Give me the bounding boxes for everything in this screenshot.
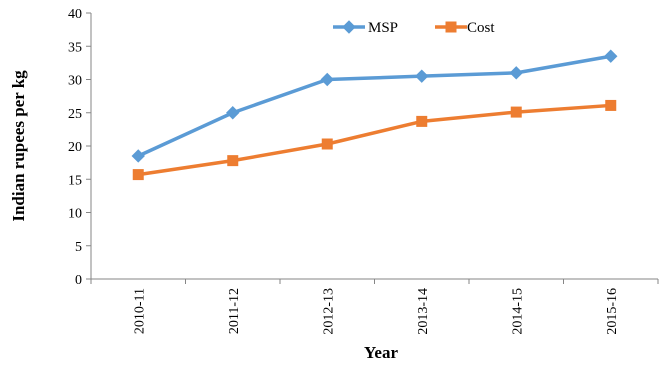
x-tick-label: 2012-13 (321, 288, 336, 335)
x-tick-label: 2011-12 (227, 288, 242, 334)
x-tick-label: 2014-15 (510, 288, 525, 335)
y-tick-label: 30 (68, 74, 82, 89)
y-axis-title: Indian rupees per kg (9, 70, 28, 222)
data-point-msp (604, 49, 618, 63)
legend-marker-msp (342, 20, 356, 34)
y-tick-label: 20 (68, 140, 82, 155)
x-tick-label: 2010-11 (132, 288, 147, 334)
data-point-cost (227, 155, 239, 167)
data-point-cost (132, 169, 144, 181)
series-line-cost (137, 103, 611, 177)
y-tick-label: 35 (68, 40, 82, 55)
legend: MSP Cost (333, 20, 495, 36)
x-tick-label: 2015-16 (605, 288, 620, 335)
data-point-cost (510, 106, 522, 118)
legend-marker-cost (445, 21, 457, 33)
legend-label-cost: Cost (467, 20, 495, 36)
axes: 0 5 10 15 20 25 30 35 40 2010-11 2011-12 2012-13 201… (68, 7, 659, 335)
x-tick-label: 2013-14 (416, 288, 431, 335)
y-tick-label: 25 (68, 107, 82, 122)
y-tick-label: 5 (75, 240, 82, 255)
legend-label-msp: MSP (368, 20, 398, 36)
data-point-cost (605, 99, 617, 111)
series-line-msp (137, 54, 612, 158)
data-point-msp (320, 72, 334, 87)
data-point-msp (131, 149, 145, 163)
data-point-cost (321, 138, 333, 150)
y-tick-label: 40 (68, 7, 82, 22)
x-axis-title: Year (364, 343, 398, 362)
data-point-msp (226, 106, 240, 120)
data-point-cost (416, 115, 428, 127)
y-tick-label: 10 (68, 207, 82, 222)
series-lines (131, 49, 618, 181)
data-point-msp (509, 66, 523, 80)
y-tick-label: 15 (68, 173, 82, 188)
data-point-msp (415, 69, 429, 83)
y-tick-label: 0 (75, 273, 82, 288)
